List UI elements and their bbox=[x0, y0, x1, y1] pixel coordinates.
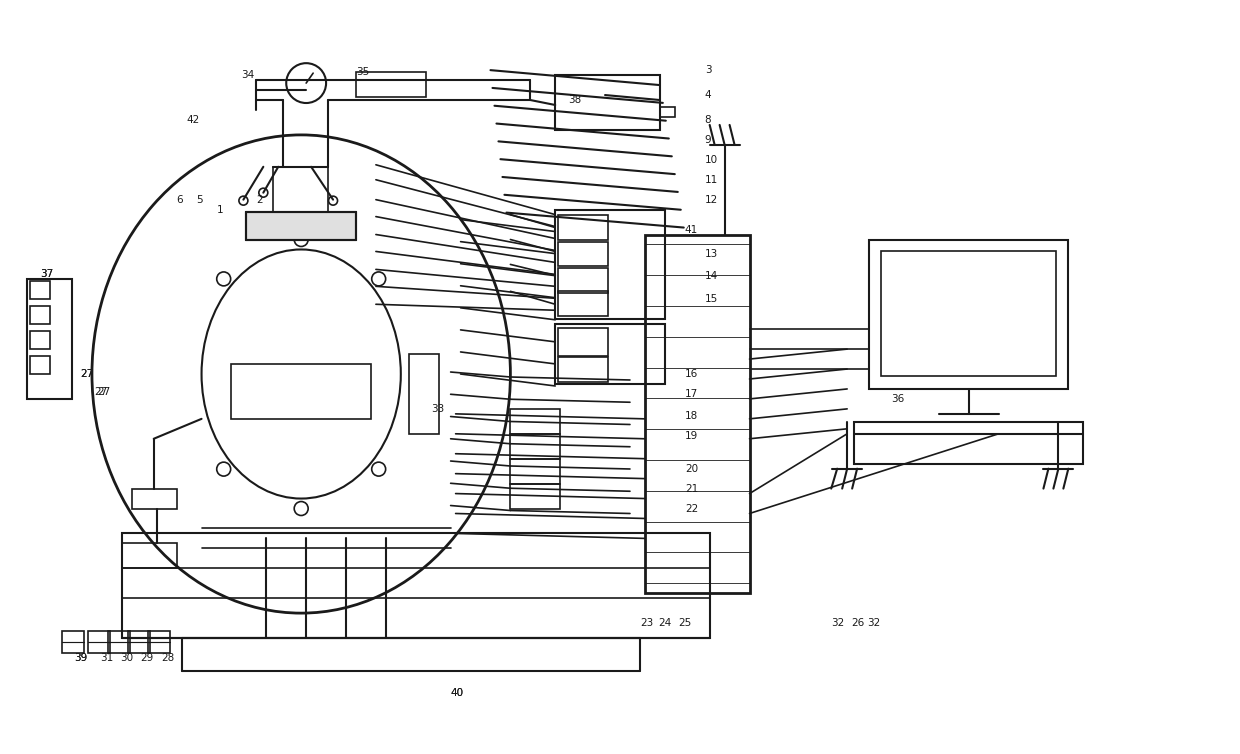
Text: 15: 15 bbox=[704, 294, 718, 305]
Bar bbox=[869, 240, 1069, 389]
Bar bbox=[556, 75, 660, 130]
Bar bbox=[511, 458, 560, 483]
Text: 12: 12 bbox=[704, 195, 718, 204]
Bar bbox=[122, 533, 709, 638]
Text: 13: 13 bbox=[704, 250, 718, 259]
Bar bbox=[558, 215, 608, 240]
Bar bbox=[854, 421, 1084, 464]
Bar bbox=[30, 356, 50, 374]
Text: 27: 27 bbox=[81, 369, 93, 379]
Text: 39: 39 bbox=[74, 653, 87, 663]
Bar bbox=[88, 631, 110, 653]
Bar bbox=[558, 291, 608, 316]
Bar bbox=[511, 483, 560, 508]
Text: 41: 41 bbox=[684, 225, 698, 234]
Bar bbox=[558, 268, 608, 293]
Bar bbox=[558, 357, 608, 382]
Text: 8: 8 bbox=[704, 115, 712, 125]
Text: 37: 37 bbox=[40, 269, 53, 280]
Bar bbox=[232, 364, 371, 418]
Bar bbox=[30, 306, 50, 324]
Text: 22: 22 bbox=[684, 504, 698, 513]
Text: 29: 29 bbox=[140, 653, 153, 663]
Bar bbox=[27, 280, 72, 399]
Text: 11: 11 bbox=[704, 175, 718, 185]
Text: 32: 32 bbox=[831, 618, 844, 628]
Text: 4: 4 bbox=[704, 90, 712, 100]
Text: 16: 16 bbox=[684, 369, 698, 379]
Text: 14: 14 bbox=[704, 271, 718, 281]
Text: 35: 35 bbox=[356, 67, 370, 77]
Bar bbox=[122, 544, 176, 569]
Bar bbox=[556, 324, 665, 384]
Text: 19: 19 bbox=[684, 431, 698, 441]
Text: 2: 2 bbox=[257, 195, 263, 204]
Text: 30: 30 bbox=[120, 653, 133, 663]
Text: 39: 39 bbox=[74, 653, 87, 663]
Text: 27: 27 bbox=[94, 387, 107, 397]
Text: 31: 31 bbox=[100, 653, 113, 663]
Text: 9: 9 bbox=[704, 135, 712, 145]
Text: 27: 27 bbox=[81, 369, 93, 379]
Bar bbox=[108, 631, 130, 653]
Text: 5: 5 bbox=[197, 195, 203, 204]
Bar bbox=[247, 212, 356, 240]
Bar bbox=[409, 354, 439, 434]
Text: 27: 27 bbox=[97, 387, 110, 397]
Bar bbox=[273, 167, 329, 212]
Text: 34: 34 bbox=[242, 70, 254, 80]
Text: 23: 23 bbox=[640, 618, 653, 628]
Text: 25: 25 bbox=[678, 618, 691, 628]
Bar bbox=[148, 631, 170, 653]
Bar bbox=[645, 234, 749, 593]
Text: 21: 21 bbox=[684, 483, 698, 494]
Bar bbox=[511, 434, 560, 458]
Text: 10: 10 bbox=[704, 155, 718, 165]
Text: 38: 38 bbox=[568, 95, 582, 105]
Text: 24: 24 bbox=[658, 618, 671, 628]
Bar bbox=[131, 489, 176, 508]
Text: 32: 32 bbox=[867, 618, 880, 628]
Bar bbox=[30, 281, 50, 299]
Bar bbox=[556, 210, 665, 319]
Bar bbox=[882, 252, 1056, 376]
Text: 20: 20 bbox=[684, 464, 698, 474]
Bar bbox=[128, 631, 150, 653]
Text: 40: 40 bbox=[450, 688, 464, 698]
Text: 6: 6 bbox=[176, 195, 184, 204]
Bar bbox=[558, 328, 608, 356]
Text: 33: 33 bbox=[430, 404, 444, 414]
Text: 1: 1 bbox=[217, 204, 223, 215]
Bar bbox=[660, 107, 675, 117]
Text: 17: 17 bbox=[684, 389, 698, 399]
Bar bbox=[356, 72, 425, 97]
Text: 40: 40 bbox=[450, 688, 464, 698]
Bar bbox=[558, 241, 608, 266]
Text: 37: 37 bbox=[40, 269, 53, 280]
Bar bbox=[62, 631, 84, 653]
Text: 26: 26 bbox=[851, 618, 864, 628]
Text: 42: 42 bbox=[186, 115, 200, 125]
Text: 36: 36 bbox=[892, 394, 904, 404]
Text: 28: 28 bbox=[161, 653, 175, 663]
Text: 18: 18 bbox=[684, 411, 698, 421]
Bar bbox=[511, 409, 560, 434]
Bar bbox=[30, 331, 50, 349]
Text: 3: 3 bbox=[704, 65, 712, 75]
